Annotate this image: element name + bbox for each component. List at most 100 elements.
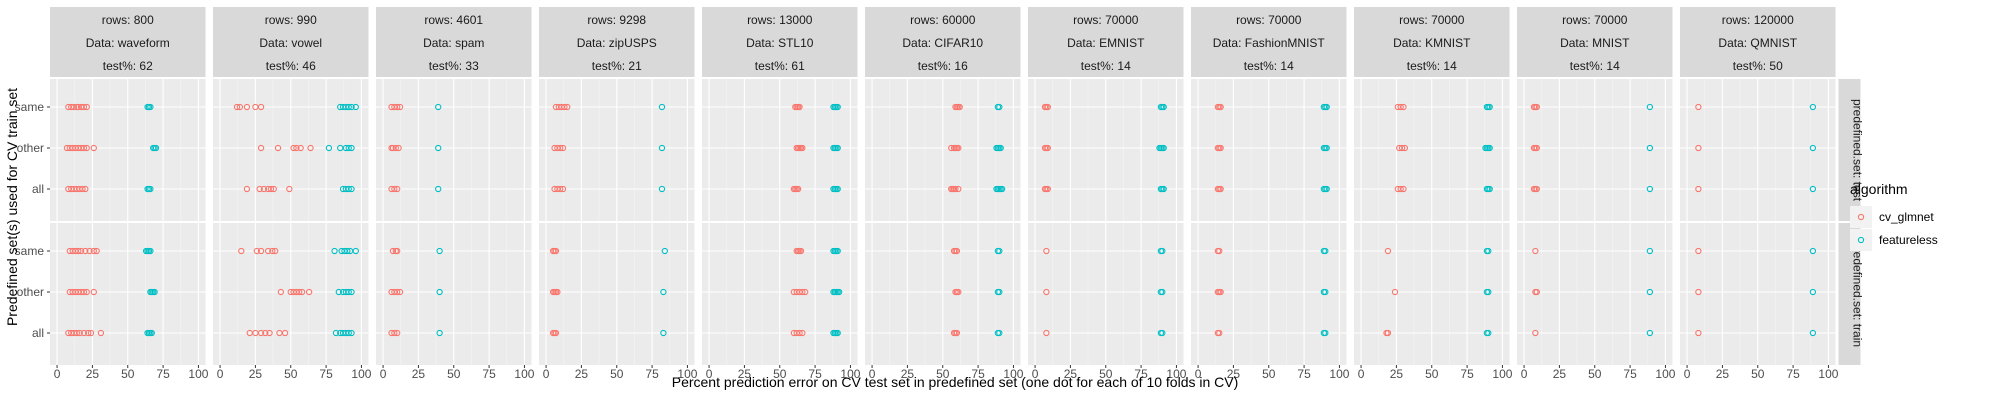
data-point-cv_glmnet xyxy=(1398,144,1406,152)
data-point-cv_glmnet xyxy=(564,103,571,111)
facet-strip xyxy=(1354,7,1510,77)
x-tick-label: 25 xyxy=(86,367,100,381)
facet-panel: rows: 13000 Data: STL10 test%: 61 0 25 50 75 10… xyxy=(702,7,861,381)
data-point-cv_glmnet xyxy=(394,288,401,296)
data-point-cv_glmnet xyxy=(391,185,398,193)
data-point-featureless xyxy=(147,185,154,193)
x-tick-label: 100 xyxy=(514,367,534,381)
data-point-featureless xyxy=(1323,185,1330,193)
data-point-cv_glmnet xyxy=(80,144,88,152)
data-point-featureless xyxy=(998,185,1006,193)
data-point-cv_glmnet xyxy=(799,144,806,152)
data-point-cv_glmnet xyxy=(76,329,83,337)
data-point-featureless xyxy=(834,329,841,337)
data-point-featureless xyxy=(1159,247,1166,255)
data-point-featureless xyxy=(996,103,1003,111)
y-tick-label: same xyxy=(15,100,45,114)
facet-strip-test-label: test%: 21 xyxy=(592,59,642,73)
facet-strip-rows-label: rows: 990 xyxy=(265,13,317,27)
data-point-featureless xyxy=(1809,103,1817,111)
facet-strip xyxy=(1517,7,1673,77)
data-point-featureless xyxy=(1809,247,1817,255)
data-point-cv_glmnet xyxy=(97,329,105,337)
data-point-cv_glmnet xyxy=(1533,144,1540,152)
data-point-cv_glmnet xyxy=(82,247,89,255)
data-point-cv_glmnet xyxy=(80,288,88,296)
data-point-cv_glmnet xyxy=(243,185,251,193)
facet-strip-test-label: test%: 61 xyxy=(755,59,805,73)
data-point-cv_glmnet xyxy=(396,288,404,296)
legend: algorithm cv_glmnet featureless xyxy=(1850,181,1938,251)
facet-strip-test-label: test%: 33 xyxy=(429,59,479,73)
data-point-cv_glmnet xyxy=(79,185,86,193)
data-point-cv_glmnet xyxy=(1043,247,1050,255)
facet-strip-rows-label: rows: 70000 xyxy=(1236,13,1302,27)
data-point-featureless xyxy=(345,288,352,296)
legend-key-featureless xyxy=(1857,236,1865,244)
data-point-cv_glmnet xyxy=(1397,185,1404,193)
x-tick-label: 0 xyxy=(1195,367,1202,381)
facet-panel: rows: 70000 Data: KMNIST test%: 14 0 25 50 75 1… xyxy=(1354,7,1513,381)
data-point-cv_glmnet xyxy=(83,103,90,111)
data-point-cv_glmnet xyxy=(1533,103,1540,111)
data-point-cv_glmnet xyxy=(236,103,244,111)
facet-panel: rows: 9298 Data: zipUSPS test%: 21 0 25 50 75 1… xyxy=(539,7,698,381)
facet-strip-rows-label: rows: 4601 xyxy=(424,13,483,27)
data-point-cv_glmnet xyxy=(395,144,402,152)
data-point-cv_glmnet xyxy=(298,288,306,296)
data-point-cv_glmnet xyxy=(797,247,805,255)
facet-strip-data-label: Data: EMNIST xyxy=(1067,36,1145,50)
row-strip-label: predefined.set: test xyxy=(1851,99,1865,202)
data-point-featureless xyxy=(335,288,342,296)
data-point-featureless xyxy=(1160,103,1167,111)
data-point-featureless xyxy=(1323,103,1330,111)
data-point-cv_glmnet xyxy=(290,144,297,152)
facet-panel: rows: 70000 Data: EMNIST test%: 14 0 25 50 75 1… xyxy=(1028,7,1187,381)
data-point-featureless xyxy=(151,288,158,296)
data-point-cv_glmnet xyxy=(1695,185,1702,193)
data-point-featureless xyxy=(1159,288,1166,296)
data-point-cv_glmnet xyxy=(1400,103,1407,111)
facet-strip-test-label: test%: 50 xyxy=(1733,59,1783,73)
data-point-featureless xyxy=(435,185,442,193)
data-point-cv_glmnet xyxy=(1044,185,1051,193)
x-tick-label: 100 xyxy=(677,367,697,381)
x-tick-label: 50 xyxy=(1588,367,1602,381)
data-point-featureless xyxy=(152,144,160,152)
data-point-featureless xyxy=(352,247,359,255)
facet-strip xyxy=(1191,7,1347,77)
data-point-cv_glmnet xyxy=(257,329,265,337)
data-point-cv_glmnet xyxy=(394,185,401,193)
facet-strip-rows-label: rows: 70000 xyxy=(1073,13,1139,27)
data-point-cv_glmnet xyxy=(274,144,282,152)
data-point-cv_glmnet xyxy=(1216,247,1223,255)
x-tick-label: 75 xyxy=(1134,367,1148,381)
facet-strip-data-label: Data: CIFAR10 xyxy=(902,36,983,50)
data-point-cv_glmnet xyxy=(1216,329,1223,337)
data-point-cv_glmnet xyxy=(1695,247,1702,255)
data-point-cv_glmnet xyxy=(307,144,314,152)
data-point-featureless xyxy=(148,329,155,337)
row-strip xyxy=(1838,79,1861,221)
legend-key-background xyxy=(1850,229,1872,251)
data-point-cv_glmnet xyxy=(90,247,97,255)
data-point-featureless xyxy=(436,247,443,255)
data-point-cv_glmnet xyxy=(394,247,401,255)
x-tick-label: 75 xyxy=(1460,367,1474,381)
data-point-cv_glmnet xyxy=(80,103,88,111)
x-tick-label: 75 xyxy=(319,367,333,381)
x-tick-label: 75 xyxy=(971,367,985,381)
facet-strip-test-label: test%: 14 xyxy=(1081,59,1131,73)
data-point-cv_glmnet xyxy=(77,247,85,255)
facet-strip-data-label: Data: spam xyxy=(423,36,484,50)
facet-strip xyxy=(376,7,532,77)
data-point-cv_glmnet xyxy=(955,288,962,296)
data-point-cv_glmnet xyxy=(554,288,561,296)
data-point-featureless xyxy=(348,103,355,111)
data-point-cv_glmnet xyxy=(557,185,564,193)
row-strip xyxy=(1838,223,1861,365)
data-point-cv_glmnet xyxy=(1043,288,1050,296)
x-tick-label: 50 xyxy=(773,367,787,381)
data-point-featureless xyxy=(1646,185,1654,193)
